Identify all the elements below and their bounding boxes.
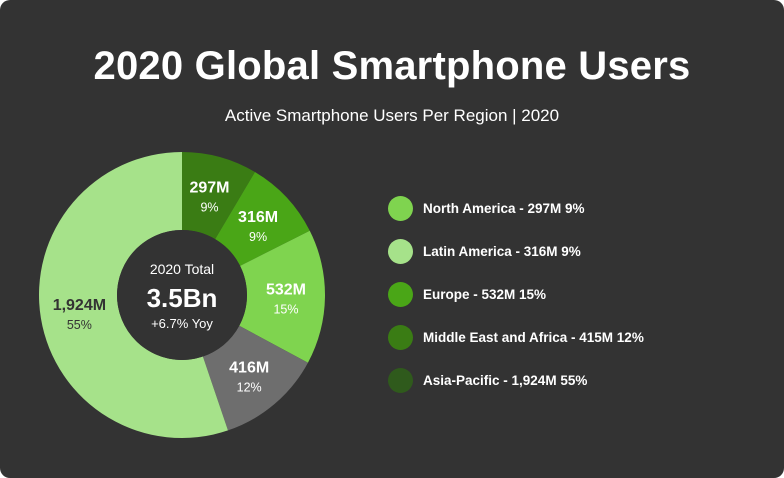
donut-slice-3 [202, 325, 308, 431]
chart-subtitle: Active Smartphone Users Per Region | 202… [224, 106, 560, 125]
legend-label: Asia-Pacific - 1,924M 55% [423, 373, 588, 388]
legend-swatch [388, 325, 413, 350]
slice-percent-label: 9% [249, 230, 267, 244]
legend-item-europe: Europe - 532M 15% [388, 282, 644, 325]
legend-label: North America - 297M 9% [423, 201, 585, 216]
slice-value-label: 1,924M [53, 297, 106, 314]
slice-value-label: 297M [189, 180, 229, 197]
legend: North America - 297M 9% Latin America - … [388, 196, 644, 411]
legend-swatch [388, 239, 413, 264]
legend-label: Europe - 532M 15% [423, 287, 547, 302]
slice-percent-label: 55% [67, 318, 92, 332]
legend-item-asia-pacific: Asia-Pacific - 1,924M 55% [388, 368, 644, 411]
slice-value-label: 316M [238, 209, 278, 226]
donut-slices [38, 152, 325, 438]
donut-slice-2 [239, 230, 325, 363]
chart-title: 2020 Global Smartphone Users [93, 44, 691, 88]
center-total-label: 2020 Total [150, 261, 214, 277]
slice-percent-label: 9% [200, 201, 218, 215]
donut-slice-1 [215, 172, 310, 266]
legend-item-latin-america: Latin America - 316M 9% [388, 239, 644, 282]
legend-swatch [388, 196, 413, 221]
donut-slice-0 [182, 152, 255, 240]
legend-item-middle-east-africa: Middle East and Africa - 415M 12% [388, 325, 644, 368]
slice-value-label: 532M [266, 281, 306, 298]
slice-value-label: 416M [229, 359, 269, 376]
donut-slice-4 [38, 152, 228, 438]
legend-swatch [388, 368, 413, 393]
legend-swatch [388, 282, 413, 307]
center-change: +6.7% Yoy [151, 316, 213, 331]
center-total-value: 3.5Bn [147, 283, 218, 313]
slice-percent-label: 15% [273, 302, 298, 316]
legend-item-north-america: North America - 297M 9% [388, 196, 644, 239]
donut-center: 2020 Total 3.5Bn +6.7% Yoy [147, 261, 218, 331]
slice-percent-label: 12% [237, 380, 262, 394]
donut-hole [117, 230, 247, 360]
donut-slice-labels: 297M 9% 316M 9% 532M 15% 416M 12% 1,924M 55% [53, 180, 306, 395]
legend-label: Latin America - 316M 9% [423, 244, 581, 259]
legend-label: Middle East and Africa - 415M 12% [423, 330, 644, 345]
